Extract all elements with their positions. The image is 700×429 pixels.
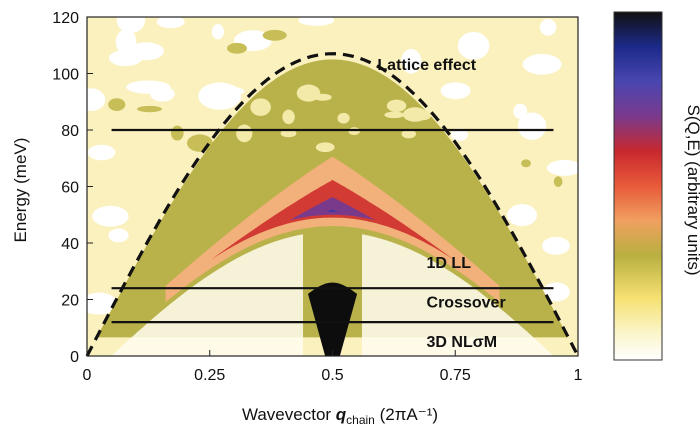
speckle-white <box>92 205 129 227</box>
speckle-white <box>211 24 225 40</box>
heatmap-area <box>87 17 578 356</box>
speckle-white <box>87 144 116 161</box>
colorbar-label: S(Q,E) (arbitrary units) <box>684 105 700 276</box>
speckle-white <box>126 80 171 94</box>
speckle-white <box>298 17 335 26</box>
lower-continuum-light <box>111 234 554 356</box>
speckle-white <box>87 88 106 112</box>
speckle-olive <box>521 159 531 168</box>
region-label: Lattice effect <box>377 57 476 74</box>
x-axis-ticks: 0 0.25 0.5 0.75 1 <box>83 350 583 384</box>
speckle-white <box>546 159 578 176</box>
x-tick-label: 0 <box>83 367 92 384</box>
y-tick-label: 0 <box>70 349 79 366</box>
speckle-white <box>156 17 185 29</box>
speckle-white <box>116 17 146 33</box>
speckle-white <box>539 18 557 36</box>
dome-light-patches <box>236 84 432 153</box>
y-axis-ticks: 0 20 40 60 80 100 120 <box>52 10 93 366</box>
dome-patch <box>236 124 253 143</box>
reference-lines <box>111 128 554 324</box>
dome-patch <box>415 110 432 121</box>
speckle-olive <box>226 42 247 54</box>
speckle-white <box>87 292 118 315</box>
speckle-white <box>457 31 490 60</box>
low-energy-black-cone <box>308 282 358 356</box>
dome-patch <box>386 99 407 112</box>
y-tick-label: 40 <box>61 236 79 253</box>
speckle-white <box>517 112 547 140</box>
y-tick-label: 60 <box>61 180 79 197</box>
dome-patch <box>282 109 295 125</box>
speckle-white <box>198 82 242 110</box>
y-tick-label: 100 <box>52 67 79 84</box>
speckle-white <box>507 204 537 227</box>
x-tick-label: 0.75 <box>440 367 471 384</box>
speckle-white <box>440 82 471 100</box>
speckle-white <box>513 103 528 119</box>
speckle-white <box>128 42 164 61</box>
dome-patch <box>313 93 332 101</box>
x-axis-label: Wavevector qchain (2πA⁻¹) <box>242 405 438 427</box>
dome-patch <box>280 129 297 138</box>
speckle-white <box>108 228 129 243</box>
speckle-white <box>522 53 562 75</box>
dome-patch <box>315 142 335 153</box>
region-labels: Lattice effect 1D LL Crossover 3D NLσM <box>377 57 505 351</box>
x-tick-label: 0.5 <box>321 367 343 384</box>
speckle-white <box>117 52 133 62</box>
dome-patch <box>250 98 271 116</box>
colorbar <box>613 11 663 361</box>
speckle-olive <box>553 176 563 187</box>
dome-patch <box>348 127 360 135</box>
dashed-dispersion-curve <box>85 52 580 357</box>
x-tick-label: 1 <box>574 367 583 384</box>
y-axis-label: Energy (meV) <box>11 138 30 243</box>
y-tick-label: 20 <box>61 293 79 310</box>
speckle-white <box>451 128 469 141</box>
speckle-white <box>401 48 422 74</box>
y-tick-label: 80 <box>61 123 79 140</box>
speckle-olive <box>262 29 287 41</box>
y-tick-label: 120 <box>52 10 79 27</box>
dome-patch <box>384 111 405 119</box>
region-label: 1D LL <box>427 255 472 272</box>
x-tick-label: 0.25 <box>194 367 225 384</box>
band-purple <box>190 197 475 272</box>
dome-patch <box>337 112 350 124</box>
dome-patch <box>401 129 416 139</box>
speckle-olive <box>170 125 184 141</box>
speckle-olive <box>108 98 126 111</box>
background-speckle <box>87 17 578 315</box>
region-label: Crossover <box>427 294 506 311</box>
region-label: 3D NLσM <box>427 334 498 351</box>
speckle-olive <box>136 105 162 113</box>
speckle-white <box>542 236 570 255</box>
